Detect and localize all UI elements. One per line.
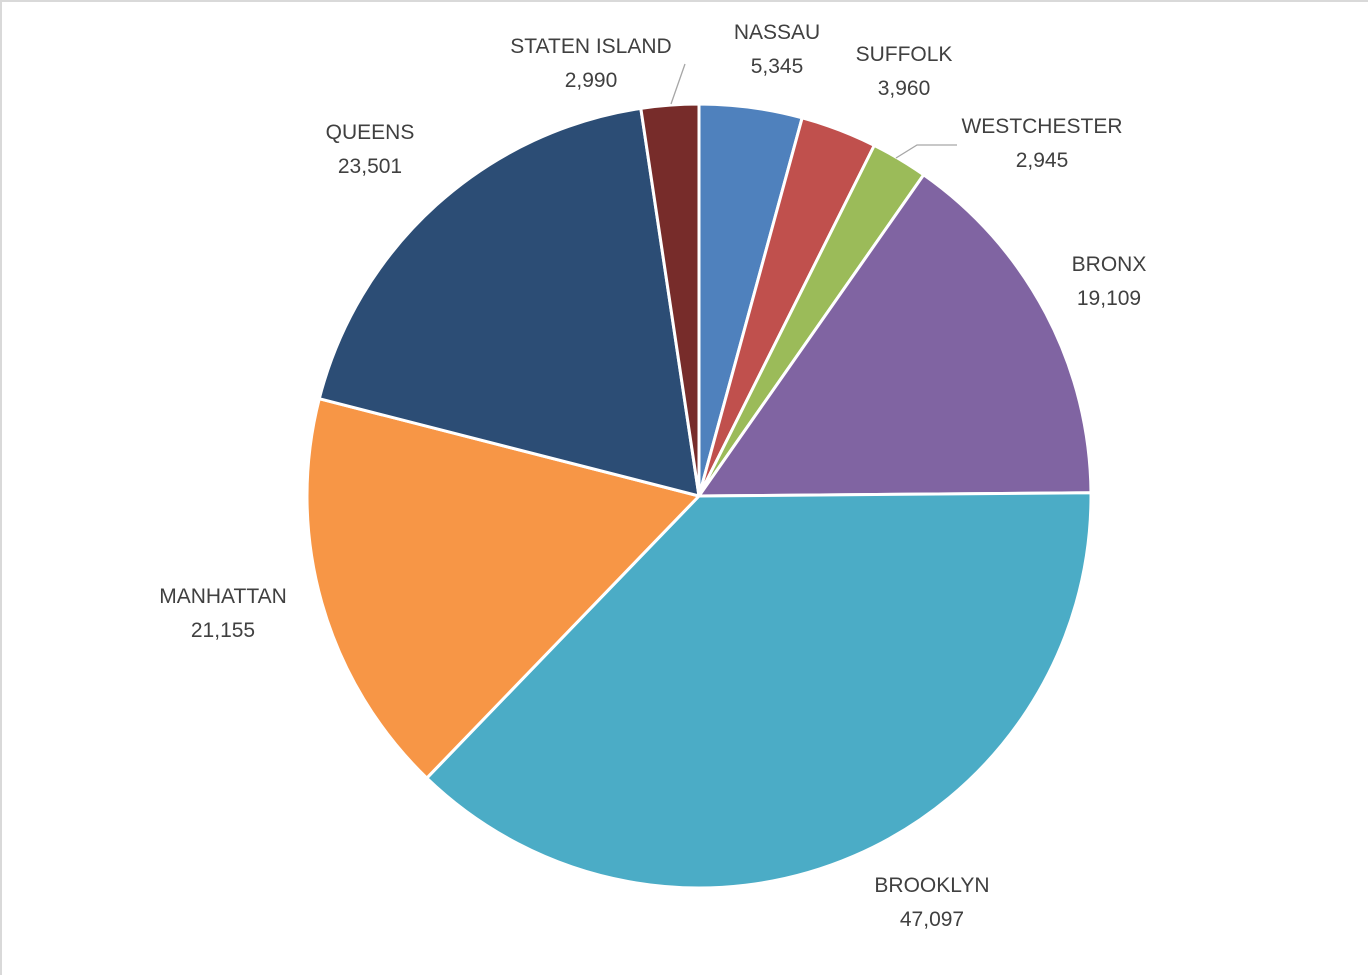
data-label-name-queens: QUEENS — [326, 121, 415, 144]
pie-slice-queens — [317, 106, 701, 498]
data-label-name-manhattan: MANHATTAN — [159, 585, 287, 608]
pie-slice-bronx — [697, 173, 1093, 498]
pie-slice-brooklyn — [425, 491, 1093, 890]
data-label-value-staten-island: 2,990 — [565, 69, 618, 92]
data-label-value-bronx: 19,109 — [1077, 287, 1141, 310]
data-label-name-westchester: WESTCHESTER — [961, 115, 1122, 138]
data-label-value-brooklyn: 47,097 — [900, 908, 964, 931]
data-label-name-bronx: BRONX — [1072, 253, 1147, 276]
data-label-name-suffolk: SUFFOLK — [856, 43, 953, 66]
data-label-name-brooklyn: BROOKLYN — [874, 874, 989, 897]
data-label-value-westchester: 2,945 — [1016, 149, 1069, 172]
pie-slice-staten-island — [639, 102, 701, 498]
data-label-value-nassau: 5,345 — [751, 55, 804, 78]
data-label-name-staten-island: STATEN ISLAND — [510, 35, 671, 58]
pie-slice-manhattan — [305, 397, 701, 780]
data-label-name-nassau: NASSAU — [734, 21, 820, 44]
data-label-value-manhattan: 21,155 — [191, 619, 255, 642]
leader-line-westchester — [895, 144, 957, 159]
data-label-value-suffolk: 3,960 — [878, 77, 931, 100]
data-label-value-queens: 23,501 — [338, 155, 402, 178]
leader-line-staten-island — [670, 63, 686, 105]
